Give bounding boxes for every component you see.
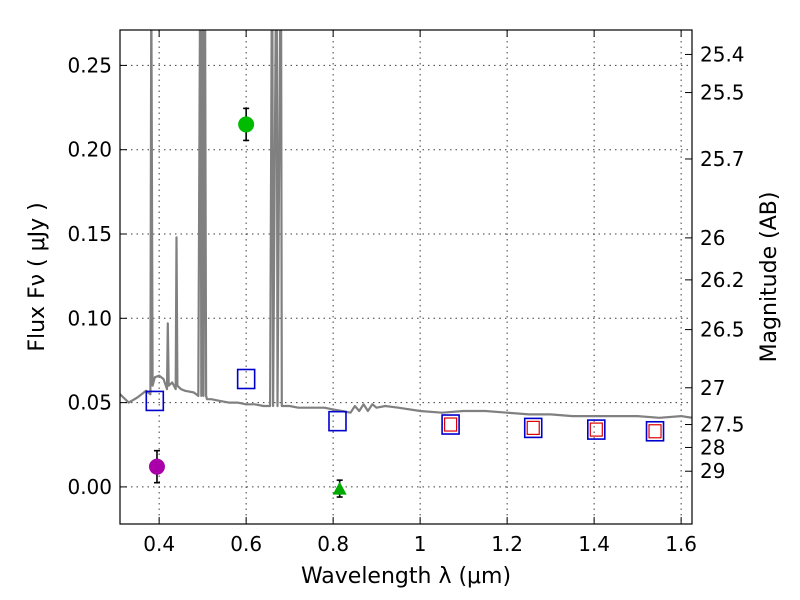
mag-tick-label: 27 [700,376,725,400]
y-axis-label: Flux Fν ( μJy ) [25,202,50,351]
plot-frame [119,29,693,525]
model-band-square [587,419,606,440]
model-band-square [645,420,665,442]
mag-tick-label: 28 [700,435,725,459]
data-markers [145,107,665,498]
mag-tick-label: 25.5 [700,81,745,105]
x-tick-label: 0.4 [143,532,175,556]
mag-tick-label: 27.5 [700,413,745,437]
upper-limit-triangle [332,481,347,495]
observed-point [238,116,255,133]
x-tick-label: 0.8 [317,532,349,556]
y-tick-label: 0.15 [67,222,112,246]
observed-small-square [443,417,458,432]
mag-tick-label: 25.7 [700,147,745,171]
mag-tick-label: 26.5 [700,318,745,342]
model-band-square [441,414,460,435]
model-band-square [523,417,543,439]
mag-tick-label: 29 [700,459,725,483]
x-axis-label: Wavelength λ (μm) [301,564,511,589]
model-band-square [145,390,165,412]
y-tick-label: 0.25 [67,53,112,77]
observed-small-square [648,424,662,439]
model-band-square [328,410,347,432]
observed-small-square [589,422,603,437]
axis-ticks [120,30,692,524]
model-band-square [236,368,256,390]
y-tick-label: 0.00 [67,475,112,499]
y-tick-label: 0.05 [67,391,112,415]
grid-lines [120,30,692,524]
y-tick-label: 0.20 [67,138,112,162]
observed-small-square [526,420,540,435]
y-tick-label: 0.10 [67,306,112,330]
mag-tick-label: 26.2 [700,268,745,292]
tick-labels: 0.4 0.6 0.8 1 1.2 1.4 1.6 0.00 0.05 0.10 0.15 0.20 0… [67,42,744,556]
plot-area [120,30,692,419]
observed-point [148,458,165,475]
y-axis-right-label: Magnitude (AB) [757,192,782,363]
x-tick-label: 1.6 [665,532,697,556]
mag-tick-label: 26 [700,226,725,250]
model-sed-line [120,30,692,419]
mag-tick-label: 25.4 [700,42,745,66]
x-tick-label: 1.4 [578,532,610,556]
x-tick-label: 0.6 [230,532,262,556]
x-tick-label: 1 [414,532,427,556]
x-tick-label: 1.2 [491,532,523,556]
